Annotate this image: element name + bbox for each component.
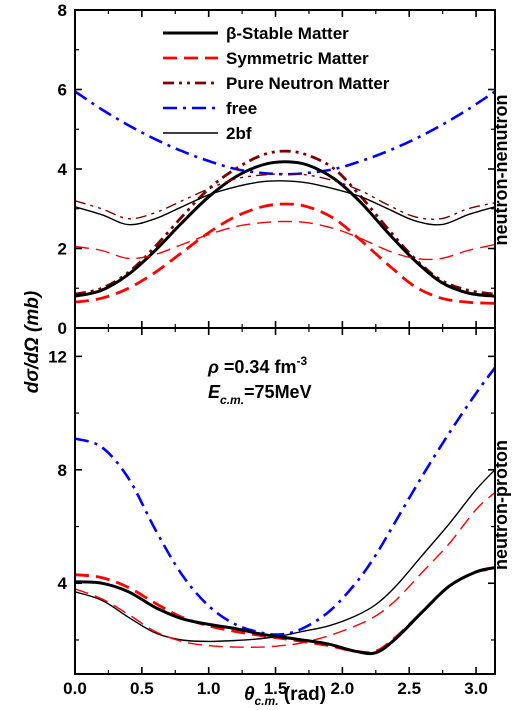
x-tick-label: 3.0: [464, 679, 488, 698]
series-pnm-thick-nn: [75, 149, 495, 296]
y-tick-label: 4: [58, 574, 68, 593]
x-tick-label: 1.0: [197, 679, 221, 698]
x-tick-label: 1.5: [264, 679, 288, 698]
legend: β-Stable Matter Symmetric Matter Pure Neut…: [163, 24, 390, 143]
legend-label-twobf: 2bf: [226, 124, 252, 143]
series-twobf-thin-nn: [75, 180, 495, 226]
series-sym-thin-np: [75, 491, 495, 648]
series-sym-thick-nn: [75, 202, 495, 305]
series-free-thick-np: [75, 366, 495, 636]
series-sym-thin-nn: [75, 220, 495, 261]
legend-label-sym: Symmetric Matter: [226, 49, 369, 68]
plot-border: [74, 9, 496, 675]
y-tick-label: 8: [58, 461, 67, 480]
top-panel-series: [75, 90, 495, 305]
bottom-panel-label: neutron-proton: [491, 440, 511, 570]
x-tick-label: 0.0: [63, 679, 87, 698]
series-sym-thick-np: [75, 567, 495, 655]
x-tick-label: 2.0: [331, 679, 355, 698]
series-beta-thick-np: [75, 566, 495, 656]
y-tick-label: 12: [48, 347, 67, 366]
series-beta-thick-nn: [75, 160, 495, 298]
series-twobf-thin-np: [75, 469, 495, 643]
x-tick-label: 2.5: [397, 679, 421, 698]
y-tick-label: 6: [58, 81, 67, 100]
legend-label-free: free: [226, 99, 257, 118]
x-axis-label: θc.m. (rad): [244, 684, 326, 708]
axes-frame: [74, 9, 496, 675]
x-tick-label: 0.5: [130, 679, 154, 698]
annotation-energy: Ec.m.=75MeV: [208, 382, 312, 407]
legend-label-beta: β-Stable Matter: [226, 24, 349, 43]
annotation: ρ =0.34 fm-3 Ec.m.=75MeV: [207, 354, 312, 407]
y-tick-label: 0: [58, 319, 67, 338]
legend-label-pnm: Pure Neutron Matter: [226, 74, 390, 93]
annotation-density: ρ =0.34 fm-3: [207, 354, 307, 377]
y-tick-label: 8: [58, 1, 67, 20]
y-tick-label: 2: [58, 240, 67, 259]
bottom-panel: [75, 366, 495, 656]
bottom-panel-series: [75, 366, 495, 656]
y-axis-label: dσ/dΩ (mb): [22, 291, 43, 393]
top-panel-label: neutron-nenutron: [491, 95, 511, 246]
top-panel: [75, 90, 495, 305]
ticks: 0 2 4 6 8 4 8 12 0.0 0.5 1.0 1.5 2.0 2.5 3.0: [48, 1, 495, 698]
y-tick-label: 4: [58, 160, 68, 179]
